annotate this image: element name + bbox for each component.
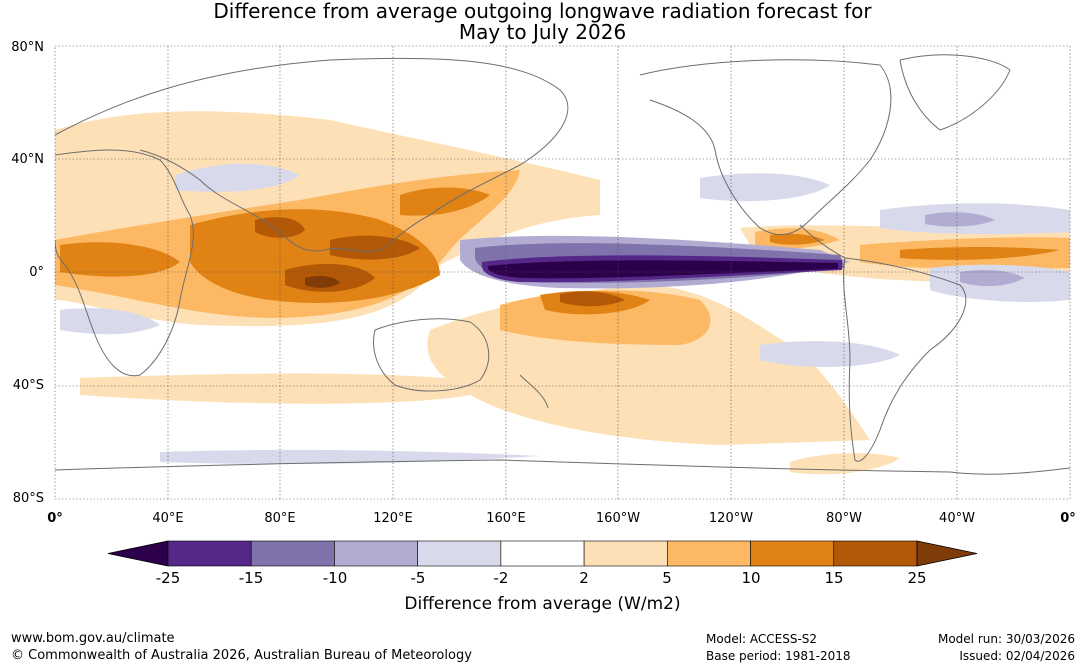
colorbar-label: Difference from average (W/m2) [404, 594, 681, 614]
colorbar-cell [167, 540, 252, 567]
map-title-line2: May to July 2026 [458, 20, 627, 44]
lon-label-80e: 80°E [264, 511, 296, 526]
colorbar-cells [107, 540, 978, 567]
anomaly-region-light-purple [175, 163, 300, 192]
footer-model-run: Model run: 30/03/2026 [937, 632, 1075, 646]
anomaly-region-dark-orange [60, 242, 180, 277]
lon-label-40w: 40°W [939, 511, 975, 526]
anomaly-region-purple [960, 270, 1025, 287]
colorbar-tick: 2 [579, 569, 589, 587]
anomaly-fields [55, 111, 1070, 475]
lat-label-40s: 40°S [12, 378, 44, 393]
colorbar-cell [833, 540, 918, 567]
lon-label-0-right: 0° [1060, 511, 1076, 526]
colorbar-arrow-low [107, 540, 169, 567]
coastline-central-america [799, 224, 846, 259]
map-frame [54, 45, 1071, 500]
colorbar-tick: -2 [493, 569, 509, 587]
lon-label-120w: 120°W [708, 511, 754, 526]
map-title-line1: Difference from average outgoing longwav… [213, 0, 872, 23]
coastline-eurasia [55, 57, 569, 252]
colorbar-cell [250, 540, 335, 567]
lon-label-120e: 120°E [373, 511, 413, 526]
coastline-north-america [639, 59, 892, 236]
anomaly-region-light-orange [80, 373, 500, 404]
coastline-africa [55, 149, 194, 377]
anomaly-region-purple [925, 212, 995, 227]
coastline-antarctica [55, 459, 1070, 475]
colorbar-cell [667, 540, 751, 567]
lon-label-160e: 160°E [486, 511, 526, 526]
anomaly-region-brown [330, 235, 420, 260]
coastline-greenland [899, 54, 1011, 131]
lon-label-0-left: 0° [47, 511, 63, 526]
colorbar-tick: 25 [907, 569, 927, 587]
colorbar-tick: -10 [322, 569, 348, 587]
anomaly-region-dark-orange [770, 233, 825, 245]
colorbar-cell [334, 540, 418, 567]
colorbar-cell [750, 540, 835, 567]
anomaly-region-dark-orange [900, 247, 1060, 260]
colorbar-cell [500, 540, 585, 567]
footer-copyright: © Commonwealth of Australia 2026, Austra… [11, 648, 472, 663]
anomaly-region-dark-orange [400, 187, 490, 216]
colorbar-arrow-high [916, 540, 978, 567]
colorbar-cell [417, 540, 502, 567]
anomaly-region-dark-orange [190, 209, 440, 303]
colorbar-tick: 5 [662, 569, 672, 587]
footer-model: Model: ACCESS-S2 [706, 632, 818, 646]
coastline-new-zealand [519, 374, 549, 409]
lon-label-160w: 160°W [595, 511, 641, 526]
colorbar-tick: 15 [824, 569, 844, 587]
lat-label-0: 0° [29, 265, 44, 280]
anomaly-region-light-purple [760, 341, 900, 367]
footer-issued: Issued: 02/04/2026 [959, 649, 1075, 663]
anomaly-region-darkest-purple [488, 260, 838, 279]
coastline-south-america [843, 257, 967, 462]
anomaly-region-brown [255, 217, 305, 238]
footer-base-period: Base period: 1981-2018 [706, 649, 851, 663]
colorbar-tick: -25 [155, 569, 181, 587]
graticule [54, 45, 1071, 500]
lat-label-80s: 80°S [12, 491, 44, 506]
lat-label-40n: 40°N [11, 152, 44, 167]
colorbar-cell [583, 540, 668, 567]
lat-label-80n: 80°N [11, 40, 44, 55]
lon-label-40e: 40°E [152, 511, 184, 526]
colorbar-tick: 10 [741, 569, 761, 587]
colorbar-tick: -5 [410, 569, 426, 587]
anomaly-region-light-purple [60, 308, 160, 335]
coastlines [55, 54, 1070, 475]
anomaly-region-dark-brown [305, 275, 340, 288]
footer-website: www.bom.gov.au/climate [11, 631, 175, 646]
coastline-australia [373, 318, 490, 392]
colorbar-tick: -15 [238, 569, 264, 587]
anomaly-region-brown [560, 291, 625, 307]
lon-label-80w: 80°W [826, 511, 862, 526]
